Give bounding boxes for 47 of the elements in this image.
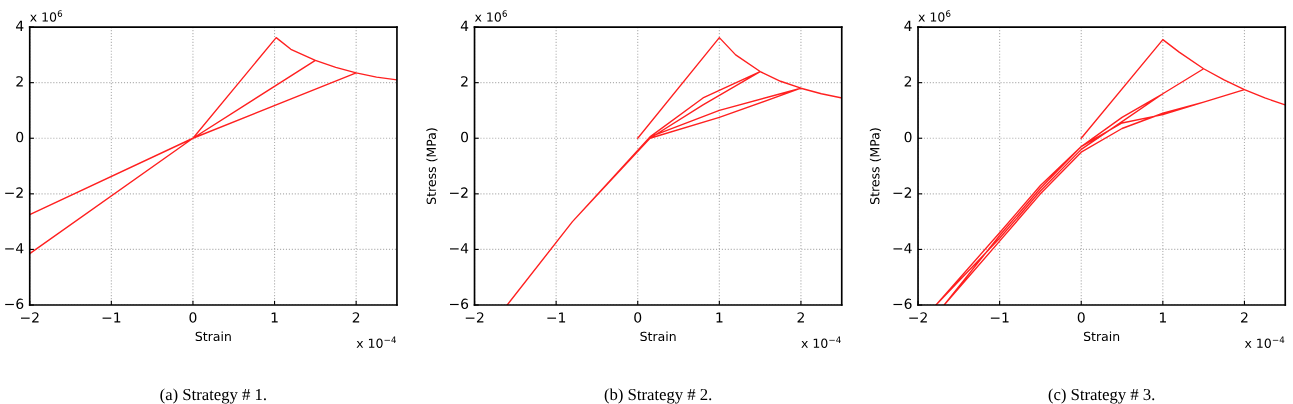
x-tick-label: 0: [634, 312, 642, 323]
x-tick-label: 2: [1241, 312, 1248, 323]
line-series: [29, 36, 397, 255]
x-axis-title: Strain: [195, 331, 231, 342]
y-tick-label: −6: [5, 298, 24, 310]
y-axis-title: Stress (MPa): [426, 128, 438, 204]
y-tick-label: −4: [893, 243, 912, 254]
y-tick-label: −2: [449, 187, 468, 198]
x-tick-label: −1: [990, 312, 1009, 323]
y-tick-label: −4: [449, 243, 469, 254]
x-axis-title: Strain: [640, 331, 676, 342]
x-tick-label: 0: [1077, 312, 1085, 323]
y-tick-label: 4: [16, 20, 24, 31]
text: x 10$^{6}$: [474, 10, 507, 22]
y-tick-label: 2: [904, 76, 912, 87]
text: x 10$^{6}$: [30, 10, 63, 22]
y-tick-label: 2: [461, 76, 468, 87]
y-axis-title: Stress (MPa): [869, 128, 881, 204]
y-tick-label: 0: [16, 131, 24, 143]
x-axis-title: Strain: [1083, 331, 1120, 342]
text: (c) Strategy # 3.: [1048, 388, 1155, 404]
y-tick-label: 0: [904, 131, 912, 143]
line-series: [506, 36, 842, 306]
y-tick-label: 2: [16, 76, 23, 87]
line-series: [935, 38, 1286, 306]
text: x 10$^{−4}$: [801, 336, 841, 348]
y-tick-label: −4: [5, 243, 24, 254]
y-tick-label: −2: [5, 187, 23, 198]
y-tick-label: 0: [461, 131, 469, 143]
x-tick-label: −1: [547, 312, 566, 323]
text: x 10$^{6}$: [918, 10, 951, 22]
text: x 10$^{−4}$: [1244, 336, 1285, 348]
x-tick-label: 1: [1159, 312, 1166, 323]
x-tick-label: 0: [189, 312, 197, 323]
text: (b) Strategy # 2.: [604, 388, 712, 404]
text: (a) Strategy # 1.: [160, 388, 266, 404]
x-tick-label: −1: [102, 312, 121, 323]
x-tick-label: 1: [271, 312, 278, 323]
text: x 10$^{−4}$: [356, 336, 397, 348]
y-tick-label: 4: [460, 20, 469, 31]
y-tick-label: −6: [449, 298, 469, 310]
y-tick-label: −2: [893, 187, 912, 198]
y-tick-label: −6: [893, 298, 912, 310]
y-tick-label: 4: [904, 20, 912, 31]
x-tick-label: 2: [352, 312, 360, 323]
x-tick-label: 2: [797, 312, 804, 323]
x-tick-label: 1: [716, 312, 723, 323]
